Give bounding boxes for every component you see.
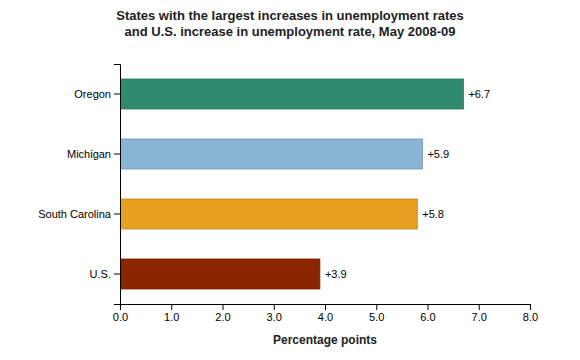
tick-mark: [376, 304, 377, 310]
bar: [120, 79, 463, 109]
tick: 5.0: [369, 304, 384, 323]
tick-label: 5.0: [369, 311, 384, 323]
tick: Oregon: [74, 88, 120, 100]
bar: [120, 139, 422, 169]
chart: States with the largest increases in une…: [0, 0, 580, 360]
tick-label: Oregon: [74, 88, 111, 100]
data-label: +3.9: [325, 268, 347, 280]
tick-label: 7.0: [472, 311, 487, 323]
tick-label: 8.0: [523, 311, 538, 323]
tick: 7.0: [472, 304, 487, 323]
tick-mark: [114, 154, 120, 155]
axis-line: [121, 305, 531, 311]
tick-label: 4.0: [318, 311, 333, 323]
title: States with the largest increases in une…: [116, 8, 464, 39]
tick-label: 0.0: [113, 311, 128, 323]
x-axis-label: Percentage points: [273, 333, 377, 347]
tick-mark: [171, 304, 172, 310]
tick-label: U.S.: [90, 268, 111, 280]
title-line: and U.S. increase in unemployment rate, …: [125, 24, 456, 39]
tick-label: 2.0: [215, 311, 230, 323]
tick: 8.0: [523, 304, 538, 323]
bar: [120, 199, 417, 229]
tick-label: South Carolina: [38, 208, 112, 220]
tick-label: Michigan: [67, 148, 111, 160]
tick: 0.0: [113, 304, 128, 323]
tick-mark: [114, 274, 120, 275]
tick-mark: [530, 304, 531, 310]
plot: 0.0 1.0 2.0 3.0 4.0 5.0 6.0 7.0 8.0 Oregon Michiga…: [38, 65, 538, 348]
tick-mark: [114, 214, 120, 215]
tick-mark: [114, 94, 120, 95]
title-line: States with the largest increases in une…: [116, 8, 464, 23]
tick: 2.0: [215, 304, 230, 323]
bar: [120, 259, 320, 289]
tick: 4.0: [318, 304, 333, 323]
axis-line: [114, 65, 121, 305]
tick-label: 1.0: [164, 311, 179, 323]
tick-mark: [479, 304, 480, 310]
tick: Michigan: [67, 148, 120, 160]
tick: 6.0: [420, 304, 435, 323]
tick-mark: [428, 304, 429, 310]
tick: 3.0: [267, 304, 282, 323]
data-labels: +6.7 +5.9 +5.8 +3.9: [325, 88, 490, 280]
tick: U.S.: [90, 268, 120, 280]
data-label: +6.7: [468, 88, 490, 100]
tick: 1.0: [164, 304, 179, 323]
y-axis: Oregon Michigan South Carolina U.S.: [38, 65, 120, 305]
tick: South Carolina: [38, 208, 120, 220]
tick-mark: [274, 304, 275, 310]
data-label: +5.9: [427, 148, 449, 160]
tick-mark: [325, 304, 326, 310]
bars: [120, 79, 463, 289]
tick-mark: [223, 304, 224, 310]
tick-label: 6.0: [420, 311, 435, 323]
x-axis: 0.0 1.0 2.0 3.0 4.0 5.0 6.0 7.0 8.0: [113, 304, 538, 323]
tick-label: 3.0: [267, 311, 282, 323]
data-label: +5.8: [422, 208, 444, 220]
